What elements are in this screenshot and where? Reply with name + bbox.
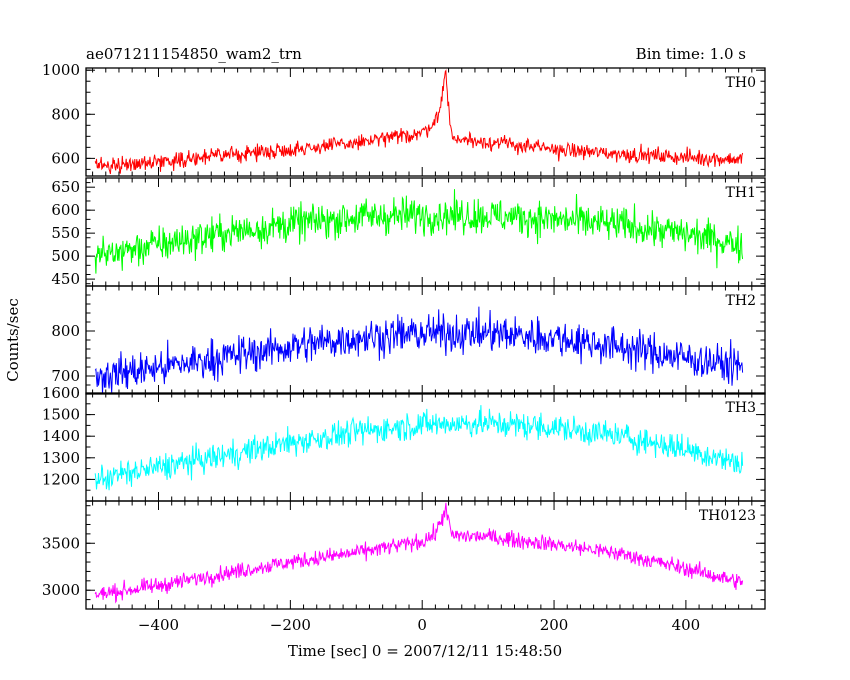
chart-title: ae071211154850_wam2_trn — [86, 45, 302, 63]
x-tick-label: −400 — [138, 616, 179, 634]
panel-th0: 600 800 1000 TH0 — [42, 61, 766, 177]
y-tick-label: 600 — [51, 201, 80, 219]
panel-th3: 1200 1300 1400 1500 1600 TH3 — [42, 384, 766, 502]
series-line-th0 — [94, 69, 744, 175]
panel-label-th0: TH0 — [726, 75, 756, 91]
series-line-th3 — [94, 405, 744, 491]
panel-th1: 450 500 550 600 650 TH1 — [51, 177, 766, 288]
x-tick-label: −200 — [270, 616, 311, 634]
series-line-th2 — [94, 306, 744, 394]
series-line-th0123 — [94, 502, 744, 604]
y-tick-label: 1400 — [42, 427, 80, 445]
y-tick-label: 1000 — [42, 61, 80, 79]
panels-group: 600 800 1000 TH0 450 500 550 600 650 TH1 700 800 TH2… — [42, 61, 766, 610]
x-tick-labels: −400 −200 0 200 400 — [138, 616, 700, 634]
panel-frame — [85, 67, 766, 177]
y-tick-label: 700 — [51, 367, 80, 385]
y-tick-label: 800 — [51, 105, 80, 123]
panel-frame — [85, 500, 766, 610]
y-tick-label: 3500 — [42, 534, 80, 552]
y-tick-label: 1500 — [42, 406, 80, 424]
panel-label-th1: TH1 — [726, 185, 756, 201]
y-tick-label: 1300 — [42, 449, 80, 467]
y-tick-label: 1600 — [42, 384, 80, 402]
y-tick-label: 3000 — [42, 581, 80, 599]
y-tick-label: 550 — [51, 224, 80, 242]
panel-th0123: 3000 3500 TH0123 — [42, 500, 766, 610]
series-line-th1 — [94, 189, 744, 274]
x-tick-label: 200 — [540, 616, 569, 634]
x-tick-label: 400 — [672, 616, 701, 634]
y-tick-label: 800 — [51, 322, 80, 340]
bin-time-label: Bin time: 1.0 s — [636, 45, 746, 63]
y-tick-label: 1200 — [42, 470, 80, 488]
y-tick-label: 600 — [51, 149, 80, 167]
x-tick-label: 0 — [417, 616, 427, 634]
y-tick-label: 500 — [51, 247, 80, 265]
panel-label-th3: TH3 — [726, 400, 756, 416]
panel-frame — [85, 392, 766, 502]
panel-label-th0123: TH0123 — [699, 508, 756, 524]
panel-label-th2: TH2 — [726, 293, 756, 309]
panel-th2: 700 800 TH2 — [51, 285, 766, 395]
x-axis-label: Time [sec] 0 = 2007/12/11 15:48:50 — [288, 642, 562, 660]
y-tick-label: 450 — [51, 270, 80, 288]
y-tick-label: 650 — [51, 178, 80, 196]
y-axis-label: Counts/sec — [4, 298, 22, 382]
